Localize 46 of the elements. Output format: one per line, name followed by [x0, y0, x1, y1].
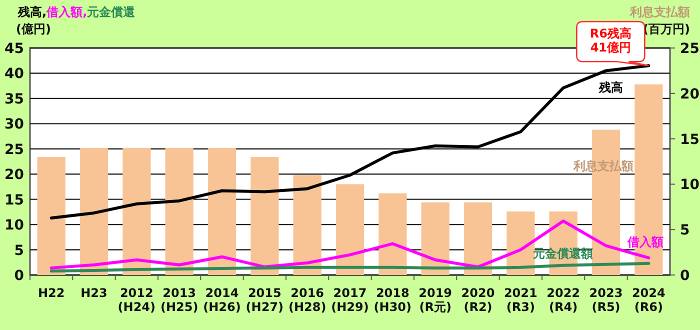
- y-tick-label: 45: [4, 41, 24, 57]
- y-tick-label: 25: [4, 142, 24, 158]
- x-tick-label: H22: [38, 286, 65, 300]
- y2-tick-label: 25: [680, 41, 700, 57]
- series-label: 残高: [598, 80, 624, 95]
- x-tick-label: 2019 (R元): [418, 286, 452, 314]
- x-tick-label: 2015 (H27): [246, 286, 284, 314]
- x-tick-label: 2023 (R5): [589, 286, 623, 314]
- bar: [464, 202, 492, 275]
- bar: [336, 184, 364, 275]
- text: 残高,借入額,元金償還 (億円): [16, 5, 136, 36]
- x-tick-label: 2012 (H24): [118, 286, 156, 314]
- y2-tick-label: 5: [680, 222, 690, 239]
- series-label: 元金償還額: [532, 246, 594, 260]
- y-tick-label: 15: [4, 192, 24, 208]
- y-tick-label: 5: [14, 242, 24, 259]
- y-tick-label: 0: [14, 268, 24, 284]
- y2-tick-label: 15: [680, 132, 700, 148]
- y2-tick-label: 10: [680, 177, 700, 194]
- bar: [165, 148, 194, 275]
- y-tick-label: 30: [4, 116, 24, 133]
- annotation: R6残高 41億円: [590, 26, 632, 54]
- bar: [122, 148, 151, 275]
- bar: [37, 156, 66, 275]
- x-tick-label: 2017 (H29): [331, 286, 369, 314]
- x-tick-label: H23: [80, 286, 108, 300]
- series-label: 借入額: [626, 234, 664, 249]
- x-tick-label: 2018 (H30): [374, 286, 412, 314]
- x-tick-label: 2020 (R2): [461, 286, 495, 314]
- y-tick-label: 40: [4, 66, 24, 82]
- bar: [208, 148, 236, 275]
- y-tick-label: 20: [4, 167, 24, 184]
- y2-tick-label: 20: [680, 86, 700, 102]
- y-tick-label: 10: [4, 218, 24, 234]
- x-tick-label: 2021 (R3): [504, 286, 538, 314]
- x-tick-label: 2022 (R4): [546, 286, 580, 314]
- bar: [421, 202, 450, 275]
- bar: [250, 156, 279, 275]
- x-tick-label: 2024 (R6): [632, 286, 666, 314]
- bar: [80, 148, 108, 275]
- x-tick-label: 2014 (H26): [203, 286, 241, 314]
- x-tick-label: 2013 (H25): [160, 286, 198, 314]
- bar: [378, 193, 407, 275]
- y2-tick-label: 0: [680, 268, 690, 284]
- x-tick-label: 2016 (H28): [288, 286, 326, 314]
- y-tick-label: 35: [4, 91, 24, 108]
